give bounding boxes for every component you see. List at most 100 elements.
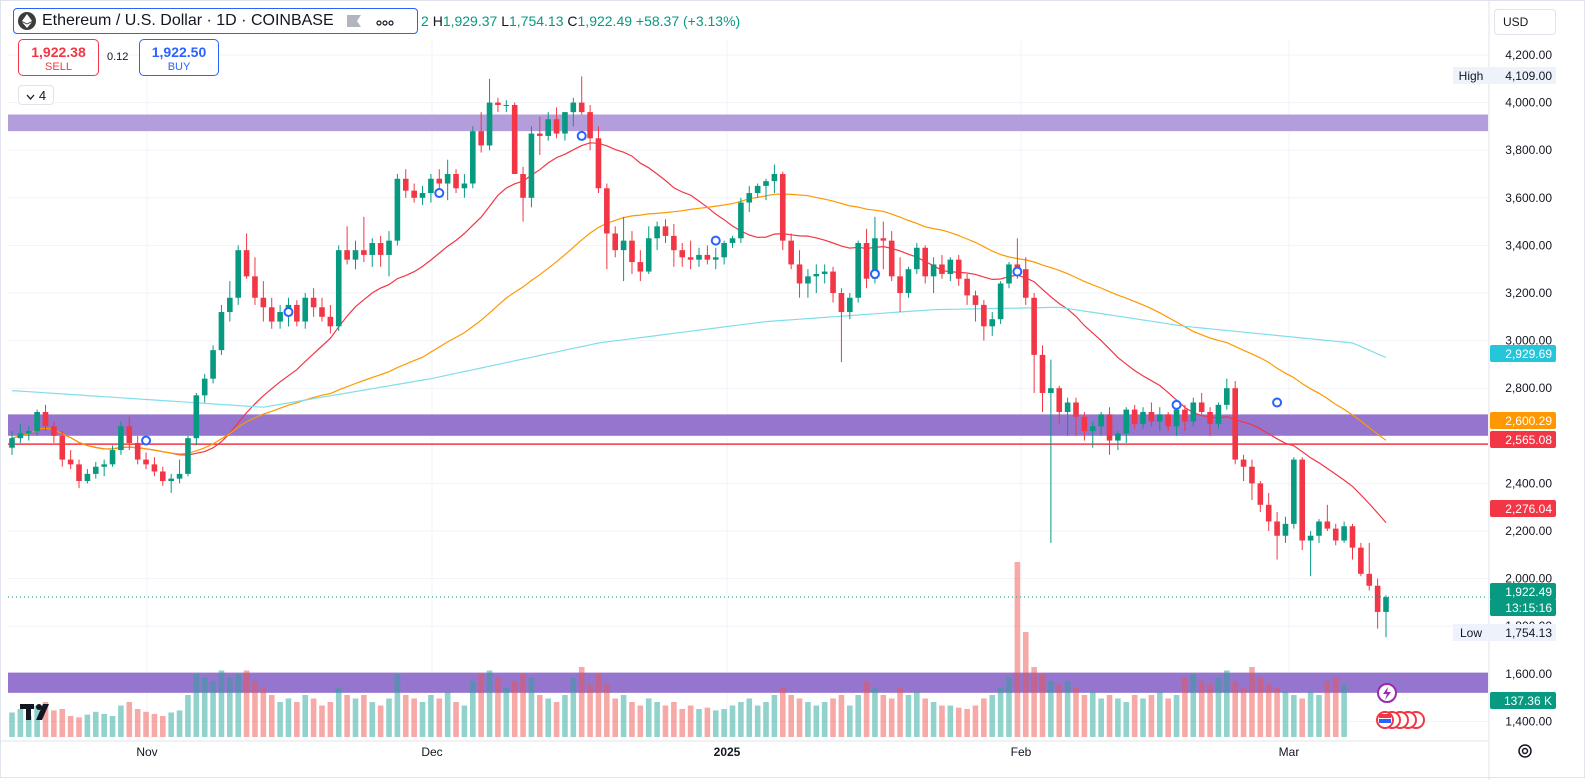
- candle-body: [469, 131, 476, 184]
- candle-body: [1098, 414, 1104, 427]
- volume-bar: [528, 677, 535, 737]
- high-value: 4,109.00: [1505, 69, 1552, 83]
- volume-bar: [285, 698, 292, 737]
- volume-bar: [645, 698, 652, 737]
- candle-body: [637, 262, 644, 272]
- volume-bar: [595, 674, 602, 737]
- high-tag: High: [1459, 69, 1484, 83]
- candle-body: [210, 350, 216, 379]
- candle-body: [964, 278, 970, 296]
- volume-bar: [1089, 691, 1096, 737]
- flag-icon[interactable]: [346, 14, 362, 28]
- volume-bar: [25, 716, 32, 737]
- y-axis-tick-label: 4,000.00: [1505, 96, 1552, 110]
- more-dots-icon[interactable]: [376, 13, 394, 29]
- volume-bar: [537, 695, 543, 737]
- event-marker[interactable]: [869, 268, 880, 279]
- event-marker[interactable]: [434, 188, 445, 199]
- volume-bar: [51, 710, 57, 737]
- candle-body: [1224, 388, 1230, 405]
- candle-body: [1274, 521, 1280, 536]
- candle-body: [620, 240, 627, 251]
- flag-canton: [1379, 719, 1391, 723]
- candle-body: [369, 243, 376, 255]
- candle-body: [1383, 597, 1389, 612]
- candle-body: [9, 438, 15, 448]
- high-tag-bg: [1453, 67, 1489, 84]
- candle-body: [1123, 409, 1130, 434]
- event-marker[interactable]: [1171, 399, 1182, 410]
- event-marker[interactable]: [576, 130, 587, 141]
- tradingview-logo[interactable]: [20, 702, 56, 727]
- sell-button[interactable]: 1,922.38 SELL: [18, 39, 99, 76]
- candle-body: [168, 478, 174, 482]
- support-resistance-zone[interactable]: [8, 414, 1488, 436]
- volume-bar: [637, 705, 644, 737]
- volume-bar: [930, 702, 937, 737]
- volume-bar: [855, 695, 861, 737]
- buy-button[interactable]: 1,922.50 BUY: [139, 39, 219, 76]
- event-marker[interactable]: [283, 307, 294, 318]
- candle-body: [738, 202, 744, 239]
- candle-body: [34, 412, 40, 432]
- volume-bar: [570, 677, 577, 737]
- ohlc-high-label: H: [432, 13, 443, 29]
- event-marker[interactable]: [141, 435, 152, 446]
- candle-body: [721, 243, 727, 258]
- volume-bar: [335, 688, 342, 737]
- candle-body: [118, 426, 124, 451]
- volume-bar: [42, 702, 49, 737]
- volume-bar: [252, 681, 258, 737]
- candle-body: [997, 283, 1004, 320]
- candle-body: [17, 433, 24, 439]
- support-resistance-zone[interactable]: [8, 672, 1488, 693]
- candle-body: [1358, 547, 1364, 574]
- candle-body: [1257, 483, 1264, 505]
- lightning-glyph: [1383, 687, 1391, 700]
- indicators-toggle[interactable]: 4: [18, 85, 54, 105]
- price-axis-label-text: 2,276.04: [1505, 502, 1552, 516]
- price-axis-label: [1490, 599, 1556, 616]
- candle-body: [1190, 402, 1197, 422]
- candle-body: [511, 104, 518, 174]
- price-axis-label-text: 2,600.29: [1505, 414, 1552, 428]
- volume-bar: [905, 695, 912, 737]
- ohlc-close-label: C: [567, 13, 578, 29]
- ethereum-icon: [18, 12, 36, 30]
- volume-bar: [1073, 688, 1079, 737]
- symbol-search[interactable]: Ethereum / U.S. Dollar · 1D · COINBASE: [13, 8, 418, 34]
- ohlc-high-value: 1,929.37: [442, 13, 498, 29]
- price-axis-label: [1490, 431, 1556, 448]
- currency-selector[interactable]: USD: [1494, 9, 1556, 35]
- event-marker[interactable]: [1012, 266, 1023, 277]
- candle-body: [176, 473, 183, 479]
- volume-bar: [59, 709, 66, 737]
- volume-bar: [419, 702, 426, 737]
- volume-bar: [1182, 677, 1188, 737]
- volume-bar: [578, 667, 585, 737]
- volume-bar: [92, 711, 99, 737]
- support-resistance-zone[interactable]: [8, 114, 1488, 132]
- volume-bar: [486, 670, 493, 737]
- candle-body: [729, 238, 736, 244]
- event-marker[interactable]: [710, 235, 721, 246]
- x-axis-label: Feb: [1011, 745, 1032, 759]
- volume-bar: [712, 710, 719, 737]
- volume-bar: [444, 691, 451, 737]
- volume-bar: [1064, 681, 1071, 737]
- candle-body: [160, 471, 166, 482]
- candle-body: [947, 259, 954, 274]
- volume-bar: [738, 702, 744, 737]
- event-marker[interactable]: [1272, 397, 1283, 408]
- candle-body: [562, 112, 568, 134]
- gear-icon[interactable]: [1516, 742, 1534, 765]
- volume-bar: [67, 716, 74, 737]
- volume-bar: [620, 695, 627, 737]
- candle-body: [419, 193, 426, 198]
- volume-bar: [386, 698, 392, 737]
- volume-bar: [821, 702, 828, 737]
- volume-bar: [503, 688, 510, 737]
- candle-body: [252, 276, 258, 298]
- volume-bar: [377, 705, 384, 737]
